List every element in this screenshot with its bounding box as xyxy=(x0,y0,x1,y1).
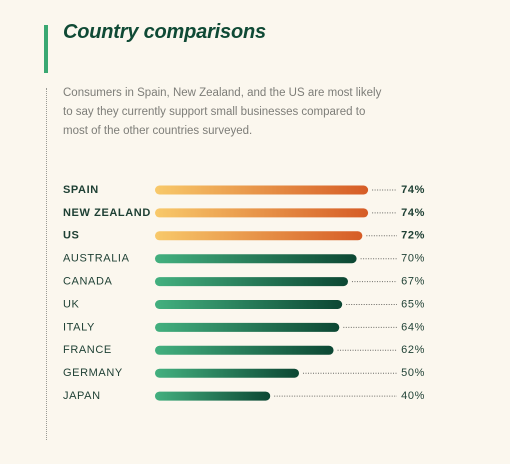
bar xyxy=(155,345,334,355)
chart-subtitle: Consumers in Spain, New Zealand, and the… xyxy=(63,87,382,137)
value-label: 67% xyxy=(401,276,425,288)
bar xyxy=(155,254,357,264)
bar xyxy=(155,391,271,401)
category-label: AUSTRALIA xyxy=(63,253,130,265)
category-label: FRANCE xyxy=(63,344,112,356)
category-label: SPAIN xyxy=(63,184,99,196)
value-label: 62% xyxy=(401,344,425,356)
value-label: 74% xyxy=(401,207,425,219)
value-label: 64% xyxy=(401,321,425,333)
bar xyxy=(155,208,369,218)
category-label: NEW ZEALAND xyxy=(63,207,151,219)
bar xyxy=(155,322,340,332)
value-label: 65% xyxy=(401,298,425,310)
value-label: 74% xyxy=(401,184,425,196)
bar xyxy=(155,231,363,241)
bar xyxy=(155,277,348,287)
bar xyxy=(155,185,369,195)
category-label: ITALY xyxy=(63,321,95,333)
category-label: US xyxy=(63,230,79,242)
accent-bar xyxy=(44,25,48,73)
value-label: 40% xyxy=(401,390,425,402)
category-label: GERMANY xyxy=(63,367,123,379)
chart-title: Country comparisons xyxy=(63,21,266,43)
dotted-rule xyxy=(46,88,47,440)
category-label: CANADA xyxy=(63,276,113,288)
value-label: 72% xyxy=(401,230,425,242)
category-label: UK xyxy=(63,298,80,310)
value-label: 70% xyxy=(401,253,425,265)
bar xyxy=(155,368,299,378)
category-label: JAPAN xyxy=(63,390,101,402)
value-label: 50% xyxy=(401,367,425,379)
bar xyxy=(155,300,343,309)
